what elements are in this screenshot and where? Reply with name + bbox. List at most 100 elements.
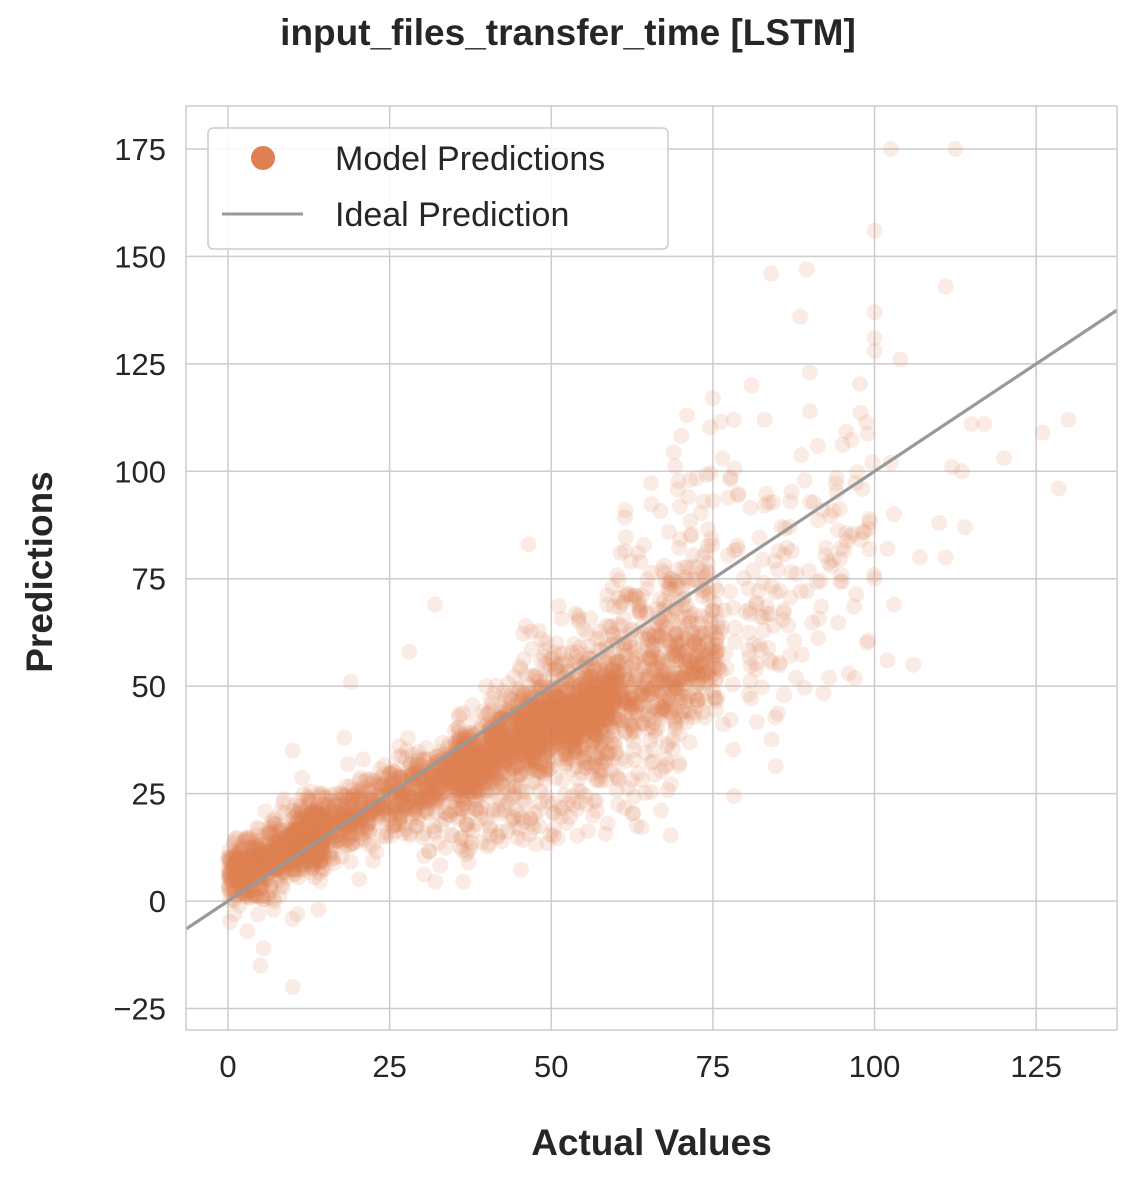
data-point — [309, 809, 326, 826]
data-point — [306, 814, 322, 831]
data-point — [491, 747, 508, 764]
data-point — [509, 731, 526, 748]
data-point — [602, 619, 619, 636]
data-point — [371, 810, 388, 827]
data-point — [435, 746, 452, 763]
data-point — [464, 783, 481, 800]
data-point — [378, 799, 395, 816]
data-point — [453, 782, 470, 799]
data-point — [243, 853, 260, 870]
data-point — [255, 891, 272, 908]
data-point — [227, 870, 244, 887]
data-point — [570, 690, 587, 706]
data-point — [316, 804, 333, 821]
data-point — [327, 785, 344, 802]
data-point — [541, 741, 558, 758]
data-point — [569, 682, 586, 699]
data-point — [457, 775, 474, 792]
data-point — [470, 770, 487, 787]
data-point — [340, 821, 357, 838]
data-point — [463, 777, 480, 794]
data-point — [500, 738, 517, 755]
data-point — [299, 820, 316, 837]
data-point — [541, 705, 558, 722]
data-point — [521, 826, 538, 843]
data-point — [288, 814, 305, 831]
data-point — [311, 853, 328, 870]
data-point — [374, 776, 391, 793]
data-point — [453, 766, 470, 783]
data-point — [443, 773, 459, 790]
data-point — [291, 792, 308, 808]
data-point — [300, 790, 317, 807]
data-point — [381, 765, 398, 782]
data-point — [274, 822, 291, 839]
data-point — [425, 788, 441, 805]
data-point — [598, 723, 615, 740]
data-point — [460, 783, 477, 800]
data-point — [671, 726, 688, 743]
data-point — [352, 788, 369, 805]
data-point — [276, 831, 293, 847]
data-point — [473, 761, 490, 778]
data-point — [265, 853, 282, 870]
data-point — [514, 707, 531, 724]
data-point — [585, 718, 602, 735]
data-point — [229, 866, 246, 883]
data-point — [866, 222, 883, 239]
data-point — [412, 797, 429, 814]
data-point — [531, 783, 548, 800]
data-point — [342, 799, 359, 815]
data-point — [370, 789, 387, 806]
data-point — [255, 851, 272, 868]
data-point — [237, 859, 254, 876]
data-point — [416, 794, 433, 811]
data-point — [460, 753, 477, 770]
data-point — [446, 788, 463, 805]
data-point — [344, 835, 361, 851]
data-point — [425, 767, 442, 784]
data-point — [456, 782, 473, 799]
data-point — [301, 843, 318, 860]
data-point — [463, 760, 480, 776]
data-point — [278, 869, 295, 886]
data-point — [557, 719, 573, 736]
data-point — [264, 854, 281, 871]
data-point — [297, 851, 314, 868]
data-point — [445, 755, 462, 772]
data-point — [419, 751, 436, 767]
data-point — [332, 827, 349, 844]
data-point — [335, 812, 352, 828]
data-point — [304, 832, 321, 849]
data-point — [291, 833, 308, 850]
data-point — [408, 782, 425, 799]
data-point — [483, 755, 500, 772]
data-point — [593, 690, 610, 707]
data-point — [356, 831, 373, 848]
data-point — [458, 746, 475, 763]
data-point — [780, 617, 796, 634]
data-point — [547, 694, 564, 711]
data-point — [287, 837, 304, 854]
data-point — [271, 830, 288, 847]
data-point — [289, 814, 306, 831]
data-point — [307, 824, 324, 840]
data-point — [479, 762, 496, 779]
data-point — [229, 855, 246, 872]
data-point — [308, 800, 325, 817]
data-point — [651, 711, 668, 728]
data-point — [301, 811, 318, 828]
data-point — [395, 792, 412, 809]
data-point — [287, 833, 304, 850]
data-point — [318, 814, 334, 831]
data-point — [329, 811, 346, 828]
data-point — [267, 835, 283, 852]
data-point — [462, 747, 479, 764]
data-point — [519, 732, 536, 749]
data-point — [270, 843, 287, 860]
data-point — [815, 685, 832, 702]
data-point — [704, 537, 721, 553]
data-point — [627, 587, 644, 604]
data-point — [725, 787, 742, 804]
